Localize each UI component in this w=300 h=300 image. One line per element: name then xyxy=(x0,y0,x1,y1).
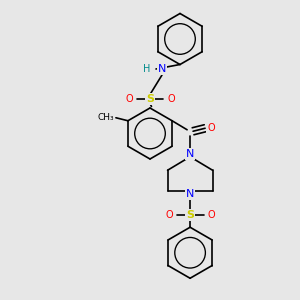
Text: S: S xyxy=(186,210,194,220)
Text: O: O xyxy=(125,94,133,104)
Text: O: O xyxy=(207,210,215,220)
Text: N: N xyxy=(186,189,194,199)
Text: N: N xyxy=(186,149,194,159)
Text: H: H xyxy=(143,64,151,74)
Text: N: N xyxy=(158,64,166,74)
Text: O: O xyxy=(207,123,215,133)
Text: CH₃: CH₃ xyxy=(97,113,114,122)
Text: O: O xyxy=(165,210,173,220)
Text: S: S xyxy=(146,94,154,104)
Text: O: O xyxy=(167,94,175,104)
